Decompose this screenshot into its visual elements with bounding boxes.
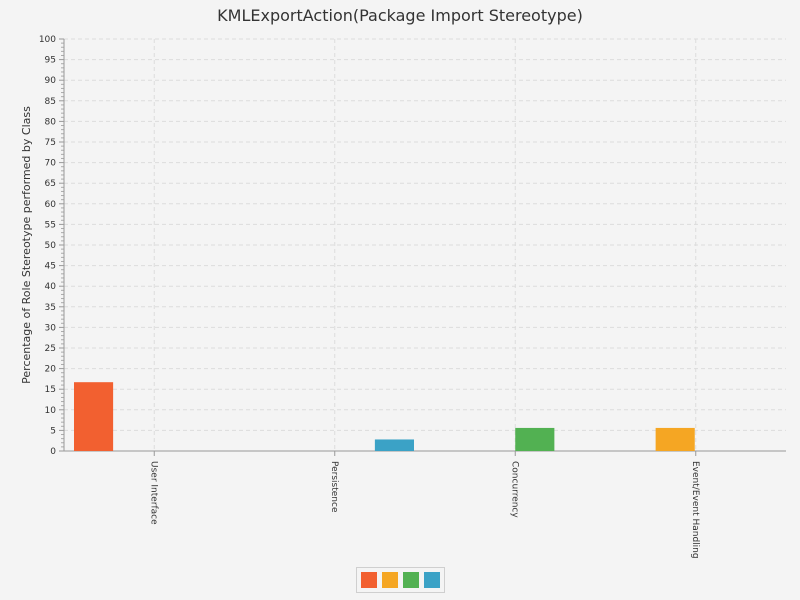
y-axis-label: Percentage of Role Stereotype performed … [20, 106, 33, 384]
y-tick-label: 100 [39, 35, 56, 45]
x-category-label: User Interface [148, 461, 158, 525]
y-tick-label: 20 [45, 365, 57, 375]
x-category-label: Persistence [329, 461, 339, 513]
labels: 0 5 10 15 20 25 30 35 40 45 50 55 60 65 70 75 80 85 90 95 10… [39, 35, 700, 559]
chart-title: KMLExportAction(Package Import Stereotyp… [217, 6, 583, 25]
legend-swatch [403, 572, 419, 588]
y-tick-label: 65 [45, 179, 56, 189]
legend-swatch [361, 572, 377, 588]
y-tick-label: 85 [45, 97, 56, 107]
x-category-label: Concurrency [509, 461, 519, 518]
bar [374, 439, 414, 451]
y-tick-label: 90 [45, 76, 57, 86]
bar [74, 382, 114, 451]
y-tick-label: 50 [45, 241, 57, 251]
y-tick-label: 75 [45, 138, 56, 148]
legend [356, 567, 445, 593]
y-tick-label: 80 [45, 117, 57, 127]
y-tick-label: 30 [45, 323, 57, 333]
y-tick-label: 45 [45, 262, 56, 272]
x-category-label: Event/Event Handling [690, 461, 700, 559]
bar [655, 427, 695, 451]
y-tick-label: 25 [45, 344, 56, 354]
y-tick-label: 15 [45, 385, 56, 395]
y-tick-label: 40 [45, 282, 57, 292]
bar [515, 427, 555, 451]
y-tick-label: 5 [50, 426, 56, 436]
y-tick-label: 35 [45, 303, 56, 313]
y-tick-label: 95 [45, 56, 56, 66]
legend-swatch [424, 572, 440, 588]
y-tick-label: 70 [45, 159, 57, 169]
legend-swatch [382, 572, 398, 588]
y-tick-label: 10 [45, 406, 57, 416]
y-tick-label: 55 [45, 220, 56, 230]
axes [59, 38, 786, 456]
y-tick-label: 60 [45, 200, 57, 210]
bars [74, 382, 695, 451]
y-tick-label: 0 [50, 447, 56, 457]
grid [64, 38, 786, 451]
